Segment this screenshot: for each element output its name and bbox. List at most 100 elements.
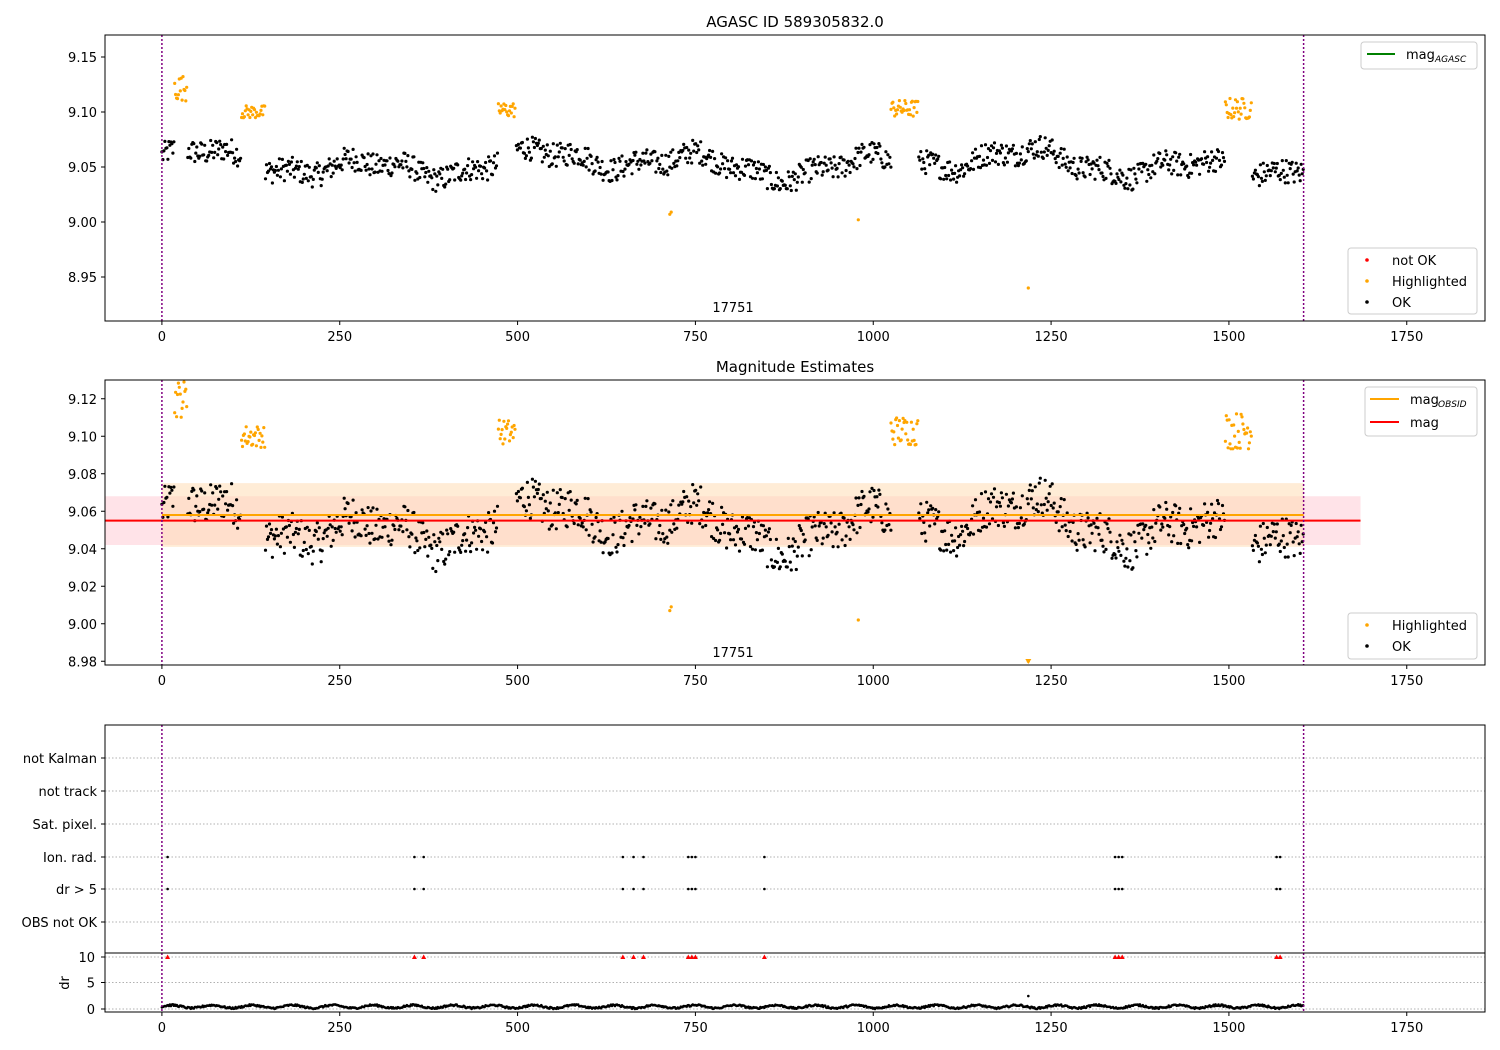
ok-point	[1011, 143, 1016, 147]
highlighted-point	[509, 430, 513, 434]
ok-point	[1004, 144, 1009, 148]
ok-point	[584, 528, 588, 532]
ok-point	[621, 169, 625, 174]
ok-point	[479, 164, 483, 168]
ok-point	[310, 185, 314, 189]
ok-point	[194, 151, 198, 155]
dr-limit-marker	[1119, 954, 1125, 959]
obsid-label: 17751	[712, 301, 753, 316]
ok-point	[816, 155, 820, 159]
ok-point	[581, 163, 585, 167]
ok-point	[923, 167, 927, 171]
ok-point	[321, 537, 325, 541]
ok-point	[1086, 516, 1090, 520]
ok-point	[437, 536, 441, 540]
ok-point	[1265, 163, 1269, 168]
ok-point	[285, 169, 289, 173]
ok-point	[790, 174, 794, 178]
ok-point	[1260, 552, 1264, 557]
ok-point	[718, 538, 722, 542]
ok-point	[169, 485, 173, 489]
ok-point	[474, 165, 478, 169]
ok-point	[1101, 544, 1105, 548]
ok-point	[473, 525, 477, 530]
ok-point	[1013, 526, 1018, 530]
ok-point	[1133, 172, 1137, 176]
ok-point	[477, 169, 481, 173]
ok-point	[1165, 153, 1169, 157]
ok-point	[444, 557, 448, 561]
ok-point	[1046, 148, 1050, 152]
ok-point	[729, 538, 733, 542]
ok-point	[425, 166, 429, 170]
ok-point	[1282, 175, 1286, 179]
ok-point	[1033, 485, 1037, 489]
ok-point	[1153, 172, 1157, 176]
ok-point	[338, 166, 342, 170]
dr-limit-marker	[1112, 954, 1118, 959]
ok-point	[787, 545, 791, 549]
ok-point	[829, 161, 833, 165]
ok-point	[1066, 169, 1070, 173]
highlighted-point	[496, 102, 500, 106]
ok-point	[1052, 501, 1056, 505]
ok-point	[884, 150, 888, 154]
ok-point	[1206, 155, 1210, 159]
ok-point	[837, 162, 841, 166]
highlighted-point	[1228, 442, 1232, 446]
ok-point	[1020, 145, 1024, 149]
ok-point	[1288, 531, 1292, 535]
ok-point	[1049, 503, 1053, 508]
ok-point	[460, 543, 464, 547]
ok-point	[1063, 162, 1067, 166]
ok-point	[653, 502, 657, 506]
legend-box	[1347, 247, 1478, 315]
ok-point	[557, 150, 561, 154]
ok-point	[725, 546, 729, 550]
ok-point	[333, 526, 337, 531]
ok-point	[992, 487, 997, 491]
ok-point	[531, 485, 536, 489]
ok-point	[554, 164, 558, 168]
ok-point	[755, 538, 760, 542]
ok-point	[211, 143, 215, 147]
ok-point	[1163, 516, 1167, 520]
ok-point	[294, 526, 298, 531]
ok-point	[1294, 521, 1298, 526]
ok-point	[707, 508, 711, 512]
highlighted-point	[910, 99, 914, 103]
ok-point	[553, 155, 557, 159]
ok-point	[456, 524, 460, 528]
ok-point	[754, 166, 759, 171]
highlighted-point	[263, 104, 267, 108]
dr-limit-marker	[689, 954, 695, 959]
flag-point	[1275, 855, 1278, 859]
ok-point	[829, 521, 833, 525]
ok-point	[840, 171, 844, 175]
ok-point	[617, 156, 621, 160]
ok-point	[657, 166, 661, 171]
ok-point	[697, 148, 701, 152]
ok-point	[822, 522, 826, 526]
ok-point	[794, 188, 798, 192]
highlighted-point	[1241, 422, 1245, 426]
ok-point	[1124, 556, 1128, 560]
ok-point	[768, 171, 773, 175]
ok-point	[1006, 504, 1011, 508]
ok-point	[879, 157, 883, 161]
ok-point	[676, 159, 680, 163]
ok-point	[412, 155, 416, 159]
ok-point	[1142, 528, 1146, 532]
ok-point	[1207, 535, 1211, 539]
ok-point	[810, 525, 814, 529]
ok-point	[1060, 525, 1064, 529]
highlighted-point	[1223, 100, 1227, 104]
ok-point	[943, 165, 947, 170]
flag-point	[1117, 855, 1120, 859]
ok-point	[1030, 489, 1034, 493]
ok-point	[877, 142, 881, 146]
flag-point	[422, 855, 425, 859]
ok-point	[1046, 500, 1050, 504]
ok-point	[280, 157, 284, 161]
ok-point	[557, 502, 561, 506]
